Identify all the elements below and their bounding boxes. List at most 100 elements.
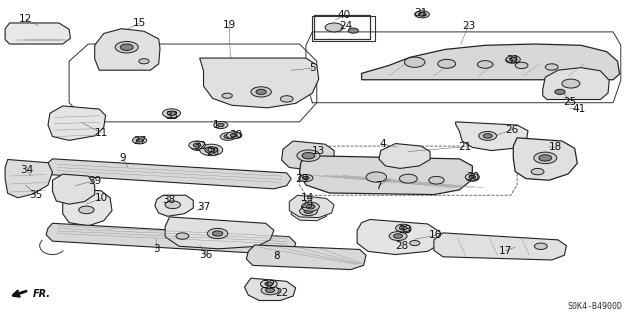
Text: 13: 13: [312, 145, 325, 156]
Polygon shape: [52, 174, 95, 204]
Circle shape: [265, 282, 273, 286]
Text: 35: 35: [29, 189, 42, 200]
Circle shape: [465, 174, 479, 181]
Circle shape: [509, 58, 515, 62]
Circle shape: [469, 176, 476, 180]
Circle shape: [531, 168, 544, 175]
Polygon shape: [165, 217, 274, 249]
Polygon shape: [362, 44, 620, 80]
Polygon shape: [282, 141, 334, 170]
Polygon shape: [95, 29, 160, 70]
Polygon shape: [5, 160, 52, 198]
Text: 5: 5: [309, 63, 316, 73]
Text: 9: 9: [120, 153, 126, 163]
Circle shape: [165, 112, 178, 119]
Text: 4: 4: [380, 139, 386, 149]
Circle shape: [214, 122, 228, 129]
Circle shape: [515, 62, 528, 69]
Circle shape: [189, 141, 205, 149]
Circle shape: [477, 61, 493, 68]
Text: 34: 34: [20, 165, 33, 175]
Text: 16: 16: [429, 230, 442, 241]
Circle shape: [168, 114, 175, 117]
Circle shape: [115, 41, 138, 53]
Circle shape: [438, 59, 456, 68]
Circle shape: [265, 283, 273, 286]
Circle shape: [506, 57, 518, 63]
Polygon shape: [379, 144, 430, 168]
Text: 12: 12: [19, 14, 32, 24]
Circle shape: [224, 135, 232, 138]
Text: 36: 36: [200, 250, 212, 260]
Circle shape: [303, 176, 309, 180]
Circle shape: [479, 131, 497, 140]
Circle shape: [539, 155, 552, 161]
Text: 18: 18: [549, 142, 562, 152]
Circle shape: [261, 286, 279, 295]
Polygon shape: [63, 189, 112, 226]
Text: 8: 8: [273, 251, 280, 262]
Text: FR.: FR.: [33, 289, 51, 299]
Text: 23: 23: [462, 20, 475, 31]
Polygon shape: [357, 219, 440, 255]
Text: 33: 33: [398, 225, 411, 235]
Circle shape: [205, 147, 218, 153]
Circle shape: [389, 232, 407, 241]
Circle shape: [191, 143, 206, 151]
Circle shape: [280, 96, 293, 102]
Circle shape: [401, 228, 408, 231]
Text: 10: 10: [95, 193, 108, 204]
Polygon shape: [543, 68, 609, 100]
Circle shape: [212, 231, 223, 236]
Circle shape: [404, 57, 425, 67]
Circle shape: [208, 148, 214, 152]
Circle shape: [325, 23, 343, 32]
Circle shape: [394, 234, 403, 238]
Text: S0K4-B4900D: S0K4-B4900D: [567, 302, 622, 311]
Text: 22: 22: [275, 288, 288, 298]
Polygon shape: [513, 138, 577, 180]
Circle shape: [410, 241, 420, 246]
Circle shape: [207, 228, 228, 239]
Circle shape: [366, 172, 387, 182]
Circle shape: [562, 79, 580, 88]
Circle shape: [300, 207, 317, 216]
Text: 30: 30: [229, 130, 242, 140]
Text: 1: 1: [213, 120, 220, 130]
Text: 32: 32: [193, 141, 206, 151]
Text: 11: 11: [95, 128, 108, 138]
Circle shape: [555, 89, 565, 94]
Text: 40: 40: [338, 10, 351, 20]
Text: 14: 14: [301, 193, 314, 203]
Circle shape: [302, 152, 315, 159]
Text: 20: 20: [206, 147, 219, 157]
Circle shape: [200, 144, 223, 156]
Circle shape: [163, 109, 180, 118]
Text: 41: 41: [573, 104, 586, 114]
Circle shape: [399, 226, 407, 230]
Text: 32: 32: [262, 280, 275, 290]
Text: 15: 15: [133, 18, 146, 28]
Circle shape: [396, 224, 411, 232]
Circle shape: [266, 288, 275, 293]
Circle shape: [195, 145, 202, 149]
Circle shape: [260, 280, 277, 288]
Circle shape: [415, 11, 428, 18]
Circle shape: [429, 176, 444, 184]
Circle shape: [418, 13, 424, 16]
Text: 17: 17: [499, 246, 512, 256]
Circle shape: [506, 56, 520, 63]
Polygon shape: [434, 233, 566, 260]
Text: 21: 21: [458, 142, 471, 152]
Text: 30: 30: [466, 172, 479, 182]
Circle shape: [466, 175, 479, 181]
Circle shape: [301, 202, 319, 211]
Text: 19: 19: [223, 20, 236, 30]
Polygon shape: [46, 223, 296, 255]
Circle shape: [509, 57, 517, 61]
Circle shape: [167, 111, 176, 115]
Text: 25: 25: [563, 97, 576, 107]
Circle shape: [483, 134, 492, 138]
Text: 24: 24: [339, 21, 352, 31]
Circle shape: [534, 152, 557, 164]
